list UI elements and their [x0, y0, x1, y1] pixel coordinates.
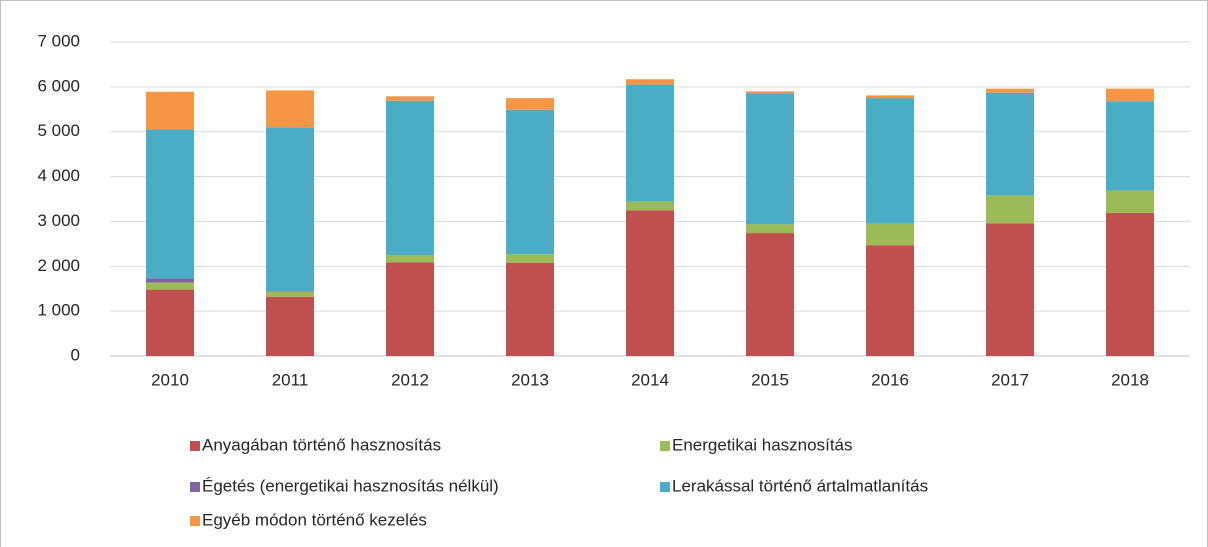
- legend-swatch: [190, 441, 200, 451]
- legend-label: Energetikai hasznosítás: [672, 435, 853, 454]
- y-tick-label: 3 000: [37, 211, 80, 230]
- bar-segment: [746, 224, 794, 234]
- y-tick-label: 1 000: [37, 301, 80, 320]
- x-tick-label: 2014: [631, 370, 669, 389]
- bar-segment: [266, 291, 314, 297]
- bar-segment: [506, 98, 554, 110]
- x-tick-label: 2013: [511, 370, 549, 389]
- bar-segment: [746, 93, 794, 225]
- y-tick-label: 4 000: [37, 166, 80, 185]
- legend-label: Anyagában történő hasznosítás: [202, 435, 441, 454]
- bar-segment: [146, 129, 194, 279]
- bar-segment: [506, 262, 554, 356]
- bar-segment: [866, 223, 914, 246]
- y-tick-label: 2 000: [37, 256, 80, 275]
- bar-segment: [386, 100, 434, 256]
- bar-segment: [986, 92, 1034, 196]
- bar-segment: [1106, 88, 1154, 102]
- bar-segment: [866, 98, 914, 224]
- bar-segment: [866, 245, 914, 356]
- bar-segment: [386, 96, 434, 101]
- bar-segment: [1106, 190, 1154, 213]
- legend-swatch: [660, 482, 670, 492]
- x-tick-label: 2012: [391, 370, 429, 389]
- bar-segment: [1106, 101, 1154, 191]
- bar-segment: [746, 91, 794, 94]
- bar-segment: [146, 289, 194, 356]
- bar-segment: [986, 88, 1034, 93]
- bar-segment: [506, 254, 554, 263]
- y-tick-label: 0: [71, 345, 80, 364]
- legend-swatch: [190, 482, 200, 492]
- y-tick-label: 7 000: [37, 31, 80, 50]
- bar-segment: [626, 79, 674, 85]
- bar-segment: [146, 91, 194, 130]
- bar-segment: [266, 296, 314, 356]
- bar-segment: [386, 262, 434, 356]
- bar-segment: [626, 201, 674, 211]
- bar-segment: [506, 109, 554, 255]
- bar-segment: [266, 90, 314, 128]
- bar-segment: [746, 233, 794, 356]
- legend-label: Lerakással történő ártalmatlanítás: [672, 476, 928, 495]
- bar-segment: [146, 278, 194, 283]
- legend-swatch: [190, 516, 200, 526]
- y-tick-label: 5 000: [37, 121, 80, 140]
- x-tick-label: 2011: [272, 370, 309, 389]
- bar-segment: [986, 195, 1034, 224]
- y-tick-label: 6 000: [37, 76, 80, 95]
- bar-segment: [626, 210, 674, 356]
- x-tick-label: 2017: [991, 370, 1029, 389]
- bar-segment: [146, 282, 194, 290]
- legend-label: Égetés (energetikai hasznosítás nélkül): [202, 476, 499, 495]
- legend-label: Egyéb módon történő kezelés: [202, 510, 427, 529]
- x-tick-label: 2015: [751, 370, 789, 389]
- bar-segment: [386, 255, 434, 263]
- bar-segment: [266, 127, 314, 291]
- bar-segment: [1106, 212, 1154, 356]
- legend-swatch: [660, 441, 670, 451]
- x-tick-label: 2010: [151, 370, 189, 389]
- bar-segment: [866, 95, 914, 99]
- bar-segment: [626, 84, 674, 202]
- x-tick-label: 2016: [871, 370, 909, 389]
- x-tick-label: 2018: [1111, 370, 1149, 389]
- bar-segment: [986, 223, 1034, 356]
